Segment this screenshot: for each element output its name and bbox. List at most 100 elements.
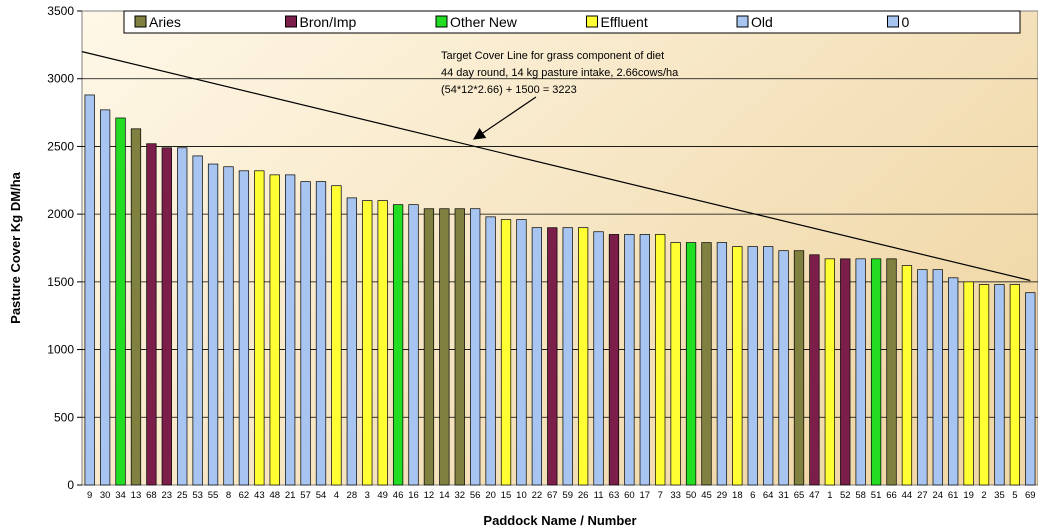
bar [331,185,342,486]
bar [285,174,296,486]
x-tick-label: 34 [115,490,126,501]
bar [146,143,157,486]
annotation-line-3: (54*12*2.66) + 1500 = 3223 [441,84,577,96]
bar [115,117,126,486]
x-tick-label: 47 [809,490,820,501]
x-tick-label: 24 [932,490,943,501]
bar [624,234,635,486]
bar [1025,292,1036,486]
x-tick-label: 19 [963,490,974,501]
bar [701,242,712,486]
legend-swatch [887,15,899,28]
bars [84,94,1036,486]
x-tick-label: 6 [750,490,755,501]
x-tick-label: 46 [393,490,404,501]
x-tick-label: 4 [334,490,339,501]
x-tick-label: 68 [146,490,157,501]
y-tick-label: 500 [54,410,74,424]
legend-label: Bron/Imp [300,14,357,30]
x-tick-label: 5 [1012,490,1017,501]
legend-swatch [586,15,598,28]
x-tick-label: 48 [269,490,280,501]
x-tick-label: 54 [316,490,327,501]
x-tick-label: 9 [87,490,92,501]
bar [192,155,203,486]
x-tick-label: 18 [732,490,743,501]
bar [392,204,404,486]
bar [531,227,543,486]
bar [978,284,990,486]
bar [346,197,357,486]
x-tick-label: 61 [948,490,959,501]
target-cover-line [81,51,1031,282]
annotation-line-2: 44 day round, 14 kg pasture intake, 2.66… [441,67,679,79]
y-axis-title: Pasture Cover Kg DM/ha [8,171,23,323]
x-tick-label: 22 [532,490,543,501]
bar [377,200,388,486]
legend-swatch [435,15,448,28]
y-tick-label: 1500 [47,275,74,289]
legend: Aries Bron/Imp Other New Effluent Old 0 [123,10,1021,34]
bar [886,258,897,486]
x-tick-label: 29 [717,490,728,501]
bar [994,284,1005,486]
x-tick-label: 45 [701,490,712,501]
bar [161,147,172,486]
x-tick-label: 14 [439,490,450,501]
bar [207,163,219,486]
bar [870,258,882,486]
legend-label: Old [751,14,773,30]
bar [716,242,728,486]
x-tick-label: 64 [763,490,774,501]
bar [562,227,573,486]
x-tick-label: 20 [485,490,496,501]
x-tick-label: 7 [658,490,663,501]
bar [577,227,589,486]
x-tick-label: 33 [670,490,681,501]
bar [778,250,789,486]
bar [824,258,835,486]
x-axis-title: Paddock Name / Number [483,513,636,528]
bar [593,231,604,486]
bar [315,181,327,486]
legend-box [123,10,1021,34]
x-tick-label: 12 [424,490,435,501]
x-tick-label: 58 [855,490,866,501]
bar [963,281,974,486]
x-tick-label: 13 [131,490,142,501]
x-tick-label: 25 [177,490,188,501]
bar [362,200,373,486]
x-tick-label: 59 [562,490,573,501]
bar [500,219,512,486]
bar [238,170,250,486]
x-tick-label: 65 [794,490,805,501]
x-tick-label: 1 [827,490,832,501]
legend-swatch [285,15,297,28]
bar [99,109,111,486]
bar [223,166,234,486]
x-tick-label: 66 [886,490,897,501]
x-tick-label: 28 [347,490,358,501]
legend-label: Aries [149,14,181,30]
bar [809,254,820,486]
x-tick-label: 21 [285,490,296,501]
bar [408,204,419,486]
x-tick-label: 49 [377,490,388,501]
bar [639,234,650,486]
y-tick-label: 3000 [47,72,74,86]
x-tick-label: 67 [547,490,558,501]
x-tick-label: 15 [501,490,512,501]
x-tick-label: 69 [1025,490,1036,501]
bar [670,242,681,486]
bar [747,246,758,486]
x-tick-label: 30 [100,490,111,501]
bar [516,219,527,486]
legend-label: Other New [450,14,518,30]
x-tick-label: 60 [624,490,635,501]
bar [901,265,913,486]
y-tick-label: 3500 [47,4,74,18]
x-tick-label: 51 [871,490,882,501]
bar [608,234,620,486]
x-tick-label: 35 [994,490,1005,501]
